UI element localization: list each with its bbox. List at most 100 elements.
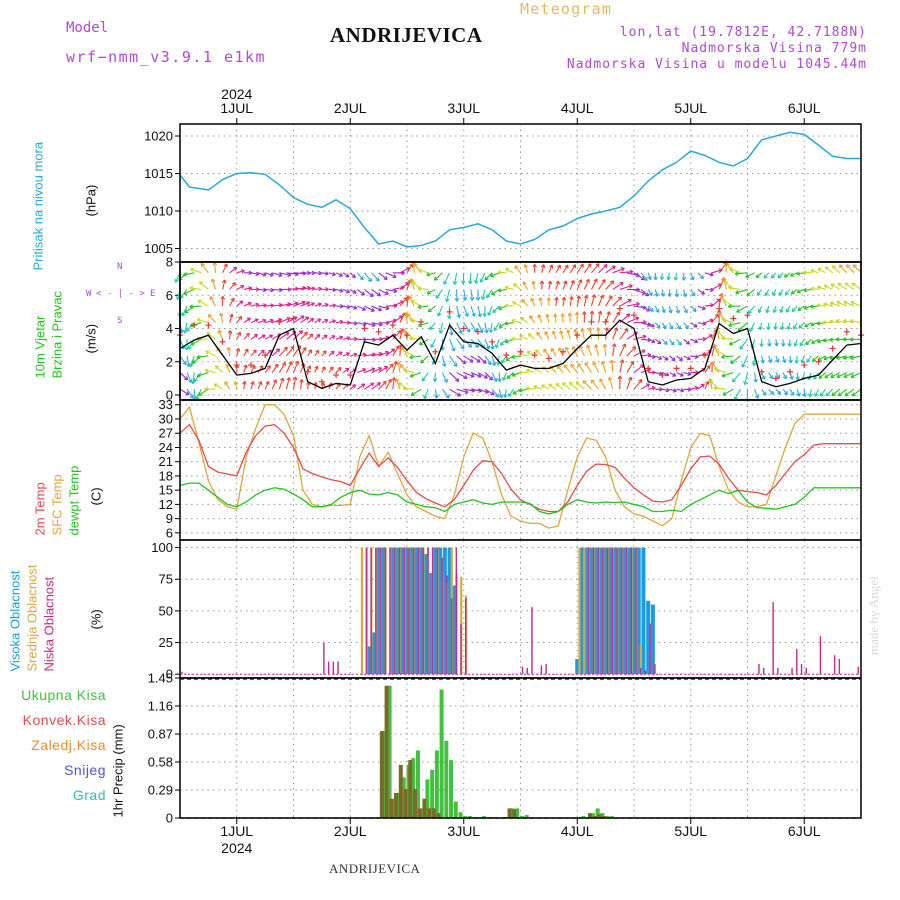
wind-arrow (844, 282, 855, 290)
wind-arrow (434, 272, 443, 281)
wind-arrow-head (352, 384, 356, 386)
wind-arrow-head (673, 372, 677, 377)
wind-arrow-head (540, 264, 545, 268)
wind-arrow-head (810, 306, 814, 309)
wind-arrow (335, 288, 344, 292)
wind-arrow-head (652, 354, 656, 358)
cloud-bar-high (584, 547, 589, 675)
wind-arrow-head (628, 376, 632, 380)
wind-arrow (293, 301, 306, 307)
wind-arrow-head (436, 394, 439, 399)
wind-arrow (548, 383, 557, 390)
wind-arrow (470, 355, 481, 363)
wind-arrow (342, 367, 350, 374)
wind-arrow-head (728, 286, 732, 291)
precip-convective-bar (507, 808, 512, 818)
wind-arrow (640, 322, 651, 327)
wind-arrow (544, 331, 550, 340)
precip-total-bar (524, 815, 529, 818)
wind-arrow (456, 372, 468, 379)
wind-arrow (300, 347, 307, 357)
precip-total-bar (605, 816, 610, 818)
wind-arrow-head (482, 296, 486, 301)
cloud-bar-high (381, 547, 386, 675)
wind-arrow-head (423, 396, 428, 400)
wind-arrow-head (578, 279, 582, 283)
wind-arrow-head (362, 276, 364, 280)
wind-arrow-head (198, 281, 202, 286)
wind-arrow (843, 372, 855, 378)
wind-arrow (756, 289, 763, 296)
legend-snow: Snijeg (64, 762, 106, 778)
day-label-top: 2JUL (334, 100, 367, 116)
wind-arrow (648, 387, 656, 390)
wind-arrow-head (695, 339, 699, 343)
wind-arrow (357, 322, 367, 326)
wind-arrow (722, 299, 734, 307)
wind-gust-marker (545, 355, 552, 362)
wind-arrow (640, 289, 649, 297)
wind-arrow (676, 355, 683, 361)
wind-arrow-head (484, 278, 489, 281)
wind-arrow (575, 381, 585, 390)
wind-arrow (378, 336, 390, 340)
wind-arrow-head (555, 383, 558, 388)
wind-arrow (196, 318, 209, 324)
wind-arrow-head (776, 342, 779, 347)
wind-arrow-head (587, 327, 591, 332)
wind-arrow (229, 330, 231, 340)
wind-arrow-head (793, 326, 797, 330)
wind-arrow-head (233, 381, 236, 385)
wind-arrow (385, 348, 395, 357)
wind-arrow-head (661, 276, 665, 281)
wind-arrow (484, 372, 493, 381)
wind-arrow-head (391, 377, 395, 381)
wind-arrow (409, 355, 422, 359)
wind-arrow (418, 322, 429, 327)
dewpt-temp-line (179, 482, 861, 515)
wind-arrow (820, 388, 826, 397)
cloud-bar-low (772, 602, 774, 675)
wind-arrow (453, 272, 458, 285)
wind-arrow-head (318, 286, 322, 290)
wind-arrow-head (575, 381, 578, 386)
cloud-bar-high (641, 547, 646, 675)
wind-arrow (839, 264, 848, 274)
wind-arrow (803, 305, 812, 310)
wind-arrow (378, 351, 389, 357)
wind-arrow-head (270, 303, 274, 306)
wind-arrow (837, 282, 848, 290)
wind-arrow-head (411, 281, 414, 286)
wind-arrow-head (485, 374, 488, 379)
wind-arrow (220, 312, 224, 323)
wind-arrow-head (675, 277, 679, 281)
wind-arrow (796, 288, 805, 293)
wind-arrow-head (404, 312, 407, 316)
wind-arrow (554, 313, 557, 323)
wind-arrow-head (494, 362, 497, 366)
wind-arrow (773, 305, 777, 313)
cloud-bar-low (630, 547, 632, 675)
wind-arrow (491, 355, 496, 366)
wind-arrow-head (666, 387, 670, 392)
wind-arrow (500, 338, 507, 346)
wind-arrow (662, 388, 670, 392)
wind-arrow (193, 372, 202, 382)
wind-arrow (626, 317, 639, 324)
wind-arrow (647, 322, 655, 328)
wind-arrow (754, 372, 757, 383)
wind-arrow (293, 330, 303, 340)
wind-arrow (795, 355, 798, 364)
wind-arrow-head (429, 327, 434, 331)
wind-arrow-head (195, 397, 200, 401)
wind-arrow-head (652, 339, 656, 343)
wind-arrow-head (538, 297, 541, 302)
wind-arrow (655, 372, 663, 375)
wind-arrow-head (749, 329, 754, 332)
wind-arrow-head (499, 378, 502, 382)
wind-arrow-head (272, 379, 277, 383)
wind-arrow (512, 388, 521, 395)
wind-arrow (498, 305, 507, 310)
wind-arrow (612, 267, 625, 274)
wind-arrow-head (835, 320, 840, 324)
